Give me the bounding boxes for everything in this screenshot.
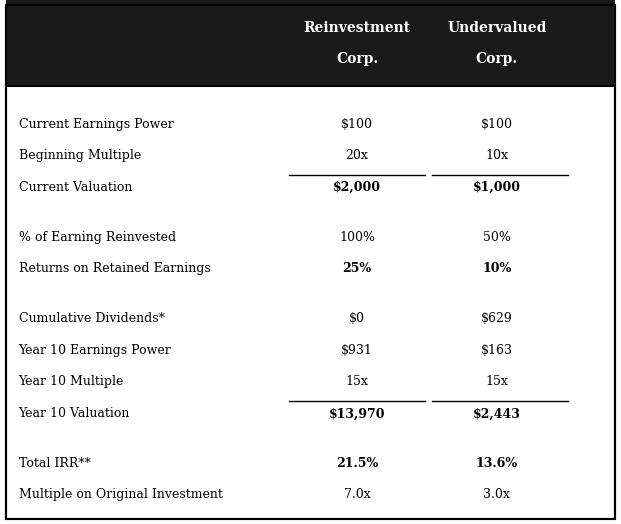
Text: 10x: 10x [485,149,509,162]
Text: 25%: 25% [343,263,371,276]
FancyBboxPatch shape [6,0,615,86]
Text: $2,443: $2,443 [473,407,521,420]
Text: Reinvestment: Reinvestment [304,20,410,35]
Text: 7.0x: 7.0x [343,488,371,501]
Text: 15x: 15x [486,376,508,388]
Text: $163: $163 [481,344,513,357]
Text: $1,000: $1,000 [473,181,521,194]
Text: % of Earning Reinvested: % of Earning Reinvested [19,231,176,244]
Text: Corp.: Corp. [336,52,378,66]
Text: $0: $0 [349,312,365,325]
Text: 21.5%: 21.5% [336,456,378,470]
Text: Returns on Retained Earnings: Returns on Retained Earnings [19,263,211,276]
Text: $100: $100 [481,117,513,130]
Text: Beginning Multiple: Beginning Multiple [19,149,141,162]
Text: $2,000: $2,000 [333,181,381,194]
Text: $100: $100 [341,117,373,130]
Text: Year 10 Multiple: Year 10 Multiple [19,376,124,388]
Text: Total IRR**: Total IRR** [19,456,91,470]
Text: 20x: 20x [346,149,368,162]
Text: 13.6%: 13.6% [476,456,518,470]
FancyBboxPatch shape [6,5,615,519]
Text: 50%: 50% [483,231,510,244]
Text: Current Earnings Power: Current Earnings Power [19,117,173,130]
Text: 100%: 100% [339,231,375,244]
Text: Current Valuation: Current Valuation [19,181,132,194]
Text: $629: $629 [481,312,513,325]
Text: Multiple on Original Investment: Multiple on Original Investment [19,488,222,501]
Text: 3.0x: 3.0x [483,488,510,501]
Text: Undervalued: Undervalued [447,20,546,35]
Text: 10%: 10% [482,263,512,276]
Text: Cumulative Dividends*: Cumulative Dividends* [19,312,165,325]
Text: Corp.: Corp. [476,52,518,66]
Text: 15x: 15x [346,376,368,388]
Text: Year 10 Earnings Power: Year 10 Earnings Power [19,344,171,357]
Text: $13,970: $13,970 [329,407,385,420]
Text: $931: $931 [341,344,373,357]
Text: Year 10 Valuation: Year 10 Valuation [19,407,130,420]
